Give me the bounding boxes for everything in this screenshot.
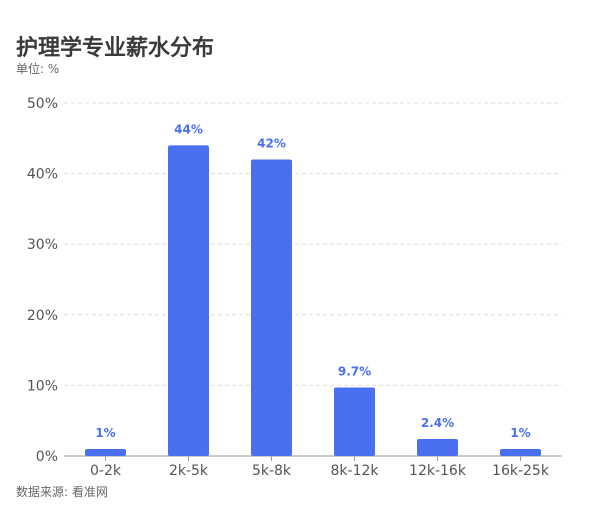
- bar: [251, 159, 292, 457]
- y-tick-label: 10%: [27, 378, 58, 394]
- chart-title: 护理学专业薪水分布: [16, 36, 215, 61]
- bar: [334, 387, 375, 456]
- y-tick-label: 30%: [27, 237, 58, 253]
- x-tick-label: 0-2k: [90, 463, 122, 479]
- value-label: 2.4%: [421, 416, 454, 430]
- bar: [500, 448, 541, 456]
- data-source: 数据来源: 看准网: [16, 485, 108, 499]
- bar: [417, 439, 458, 456]
- y-tick-label: 20%: [27, 308, 58, 324]
- x-tick-label: 16k-25k: [492, 463, 550, 479]
- value-label: 1%: [95, 426, 115, 440]
- x-tick-label: 5k-8k: [252, 463, 292, 479]
- x-tick-label: 8k-12k: [331, 463, 380, 479]
- y-tick-label: 50%: [27, 96, 58, 112]
- bar: [168, 145, 209, 457]
- x-tick-label: 2k-5k: [169, 463, 209, 479]
- value-label: 44%: [174, 122, 203, 136]
- value-label: 9.7%: [338, 365, 371, 379]
- bar: [85, 448, 126, 456]
- value-label: 42%: [257, 136, 286, 150]
- value-label: 1%: [510, 426, 530, 440]
- y-tick-label: 40%: [27, 167, 58, 183]
- unit-label: 单位: %: [16, 62, 60, 76]
- x-tick-label: 12k-16k: [409, 463, 467, 479]
- y-tick-label: 0%: [36, 449, 58, 465]
